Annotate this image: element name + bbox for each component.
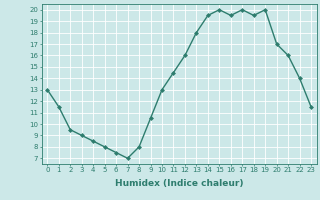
X-axis label: Humidex (Indice chaleur): Humidex (Indice chaleur) (115, 179, 244, 188)
